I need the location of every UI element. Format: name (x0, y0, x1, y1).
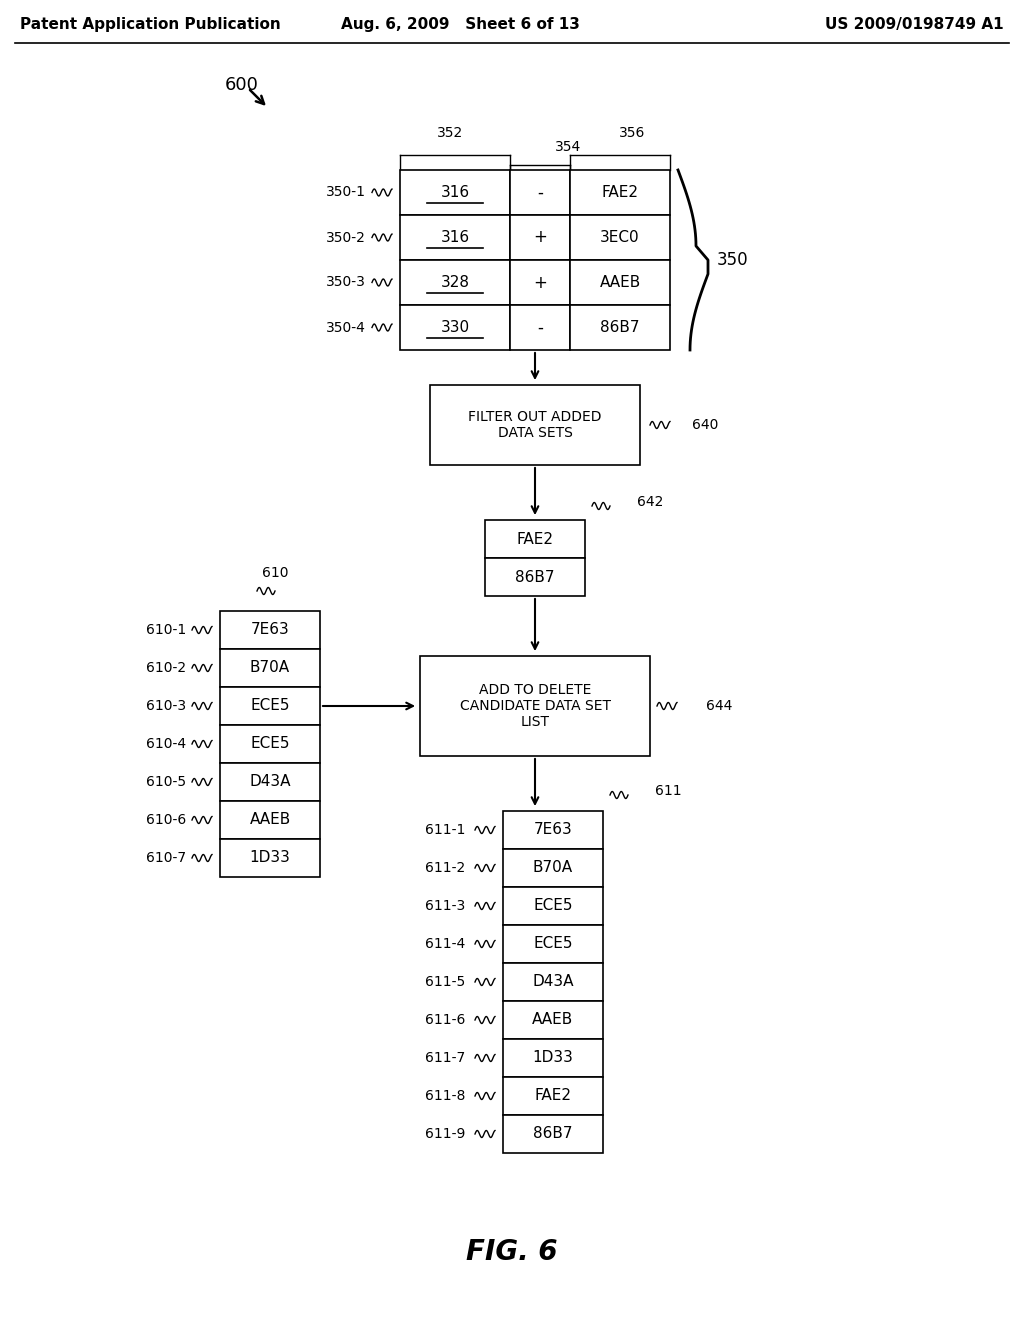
Text: 610: 610 (262, 566, 288, 579)
Text: D43A: D43A (249, 775, 291, 789)
Text: 316: 316 (440, 230, 470, 246)
Text: ECE5: ECE5 (534, 899, 572, 913)
Text: -: - (537, 318, 543, 337)
Text: 610-2: 610-2 (145, 661, 186, 675)
Bar (503, 964, 603, 1001)
Text: FIG. 6: FIG. 6 (466, 1238, 558, 1266)
Bar (400, 215, 510, 260)
Bar (503, 1001, 603, 1039)
Text: B70A: B70A (250, 660, 290, 676)
Text: -: - (537, 183, 543, 202)
Text: 350: 350 (717, 251, 749, 269)
Text: ECE5: ECE5 (250, 698, 290, 714)
Text: 611-6: 611-6 (425, 1012, 465, 1027)
Text: 610-4: 610-4 (145, 737, 186, 751)
Text: +: + (534, 228, 547, 247)
Text: +: + (534, 273, 547, 292)
Text: 610-3: 610-3 (145, 700, 186, 713)
Text: FAE2: FAE2 (601, 185, 639, 201)
Text: D43A: D43A (532, 974, 573, 990)
Text: 330: 330 (440, 319, 470, 335)
Bar (510, 260, 570, 305)
Bar (503, 1115, 603, 1152)
Text: AAEB: AAEB (250, 813, 291, 828)
Bar (570, 215, 670, 260)
Bar (485, 520, 585, 558)
Bar (503, 1077, 603, 1115)
Text: 611-2: 611-2 (425, 861, 465, 875)
Bar (220, 801, 319, 840)
Bar (420, 656, 650, 756)
Text: 86B7: 86B7 (515, 569, 555, 585)
Text: B70A: B70A (532, 861, 573, 875)
Bar (220, 840, 319, 876)
Text: 611-9: 611-9 (425, 1127, 465, 1140)
Text: 1D33: 1D33 (532, 1051, 573, 1065)
Bar (503, 1039, 603, 1077)
Text: 644: 644 (706, 700, 732, 713)
Text: ADD TO DELETE
CANDIDATE DATA SET
LIST: ADD TO DELETE CANDIDATE DATA SET LIST (460, 682, 610, 729)
Text: AAEB: AAEB (599, 275, 641, 290)
Bar (510, 215, 570, 260)
Text: US 2009/0198749 A1: US 2009/0198749 A1 (825, 17, 1004, 33)
Text: 611-5: 611-5 (425, 975, 465, 989)
Bar (570, 305, 670, 350)
Text: 350-3: 350-3 (326, 276, 366, 289)
Bar (220, 611, 319, 649)
Text: 600: 600 (225, 77, 259, 94)
Text: AAEB: AAEB (532, 1012, 573, 1027)
Text: 611-4: 611-4 (425, 937, 465, 950)
Text: 328: 328 (440, 275, 469, 290)
Text: 316: 316 (440, 185, 470, 201)
Bar (510, 170, 570, 215)
Bar (570, 170, 670, 215)
Text: 86B7: 86B7 (534, 1126, 572, 1142)
Text: 611-1: 611-1 (425, 822, 465, 837)
Text: 352: 352 (437, 125, 463, 140)
Bar (503, 810, 603, 849)
Bar (503, 925, 603, 964)
Text: 642: 642 (637, 495, 664, 510)
Bar (570, 260, 670, 305)
Text: 610-5: 610-5 (145, 775, 186, 789)
Text: 610-6: 610-6 (145, 813, 186, 828)
Bar (220, 649, 319, 686)
Text: 86B7: 86B7 (600, 319, 640, 335)
Text: Aug. 6, 2009   Sheet 6 of 13: Aug. 6, 2009 Sheet 6 of 13 (341, 17, 580, 33)
Text: 1D33: 1D33 (250, 850, 291, 866)
Bar (220, 725, 319, 763)
Bar (503, 849, 603, 887)
Bar (430, 385, 640, 465)
Text: 350-4: 350-4 (326, 321, 366, 334)
Text: 640: 640 (692, 418, 719, 432)
Text: 611-7: 611-7 (425, 1051, 465, 1065)
Text: 611-8: 611-8 (425, 1089, 465, 1104)
Text: 354: 354 (555, 140, 582, 154)
Text: ECE5: ECE5 (250, 737, 290, 751)
Text: 611: 611 (655, 784, 682, 799)
Text: 7E63: 7E63 (534, 822, 572, 837)
Text: 350-1: 350-1 (326, 186, 366, 199)
Bar (510, 305, 570, 350)
Text: 610-1: 610-1 (145, 623, 186, 638)
Bar (220, 763, 319, 801)
Text: ECE5: ECE5 (534, 936, 572, 952)
Text: 610-7: 610-7 (145, 851, 186, 865)
Bar (400, 260, 510, 305)
Bar (400, 305, 510, 350)
Text: 7E63: 7E63 (251, 623, 290, 638)
Bar (503, 887, 603, 925)
Text: FILTER OUT ADDED
DATA SETS: FILTER OUT ADDED DATA SETS (468, 411, 602, 440)
Bar (485, 558, 585, 597)
Text: 3EC0: 3EC0 (600, 230, 640, 246)
Text: FAE2: FAE2 (535, 1089, 571, 1104)
Text: FAE2: FAE2 (516, 532, 554, 546)
Text: 611-3: 611-3 (425, 899, 465, 913)
Text: 350-2: 350-2 (326, 231, 366, 244)
Text: Patent Application Publication: Patent Application Publication (20, 17, 281, 33)
Bar (400, 170, 510, 215)
Text: 356: 356 (618, 125, 645, 140)
Bar (220, 686, 319, 725)
